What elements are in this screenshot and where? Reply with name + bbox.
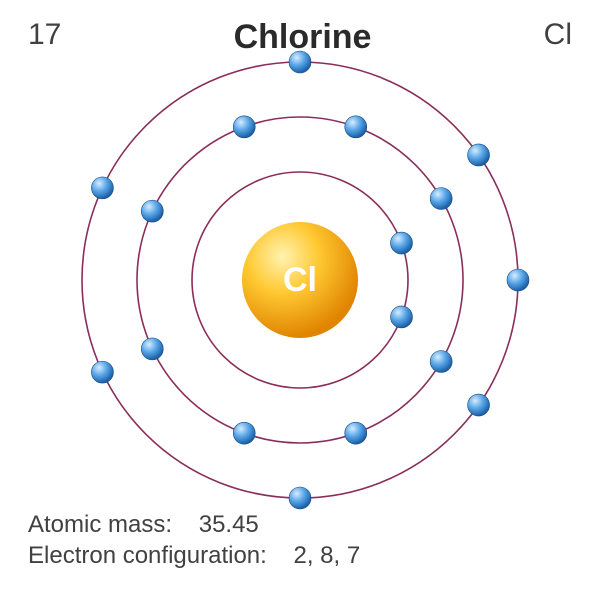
nucleus-label: Cl <box>283 261 317 299</box>
electron <box>430 188 452 210</box>
electron <box>345 422 367 444</box>
electron-config-label: Electron configuration: <box>28 542 267 569</box>
atomic-mass-value: 35.45 <box>199 511 259 538</box>
electron <box>141 338 163 360</box>
atomic-mass-row: Atomic mass: 35.45 <box>28 509 360 540</box>
electron <box>507 269 529 291</box>
atom-diagram: Cl <box>60 40 540 520</box>
electron-config-value: 2, 8, 7 <box>294 542 361 569</box>
atomic-number: 17 <box>28 18 61 52</box>
electron <box>91 361 113 383</box>
electron <box>289 51 311 73</box>
atomic-mass-label: Atomic mass: <box>28 511 172 538</box>
electron <box>233 422 255 444</box>
electron <box>430 351 452 373</box>
electron <box>468 144 490 166</box>
electron <box>289 487 311 509</box>
electron <box>390 306 412 328</box>
element-symbol: Cl <box>544 18 572 52</box>
footer: Atomic mass: 35.45 Electron configuratio… <box>28 509 360 571</box>
electron <box>91 177 113 199</box>
electron <box>233 116 255 138</box>
electron <box>141 200 163 222</box>
electron <box>390 232 412 254</box>
electron-config-row: Electron configuration: 2, 8, 7 <box>28 540 360 571</box>
electron <box>468 394 490 416</box>
electron <box>345 116 367 138</box>
